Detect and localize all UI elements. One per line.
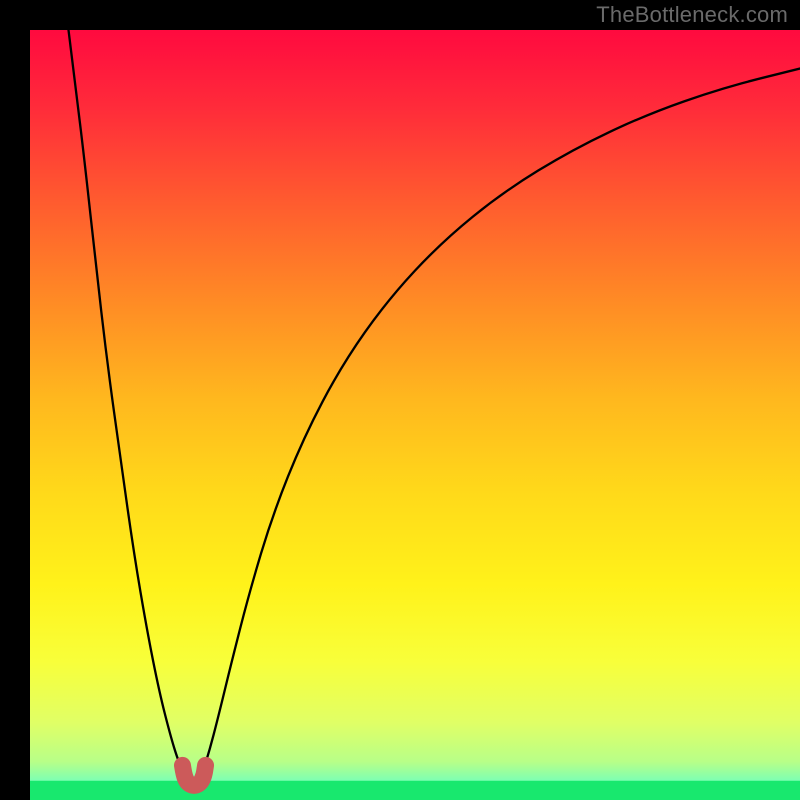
stage: TheBottleneck.com bbox=[0, 0, 800, 800]
green-band bbox=[30, 781, 800, 800]
plot-background bbox=[30, 30, 800, 800]
watermark-text: TheBottleneck.com bbox=[596, 2, 788, 28]
plot-svg bbox=[30, 30, 800, 800]
plot-area bbox=[30, 30, 800, 800]
